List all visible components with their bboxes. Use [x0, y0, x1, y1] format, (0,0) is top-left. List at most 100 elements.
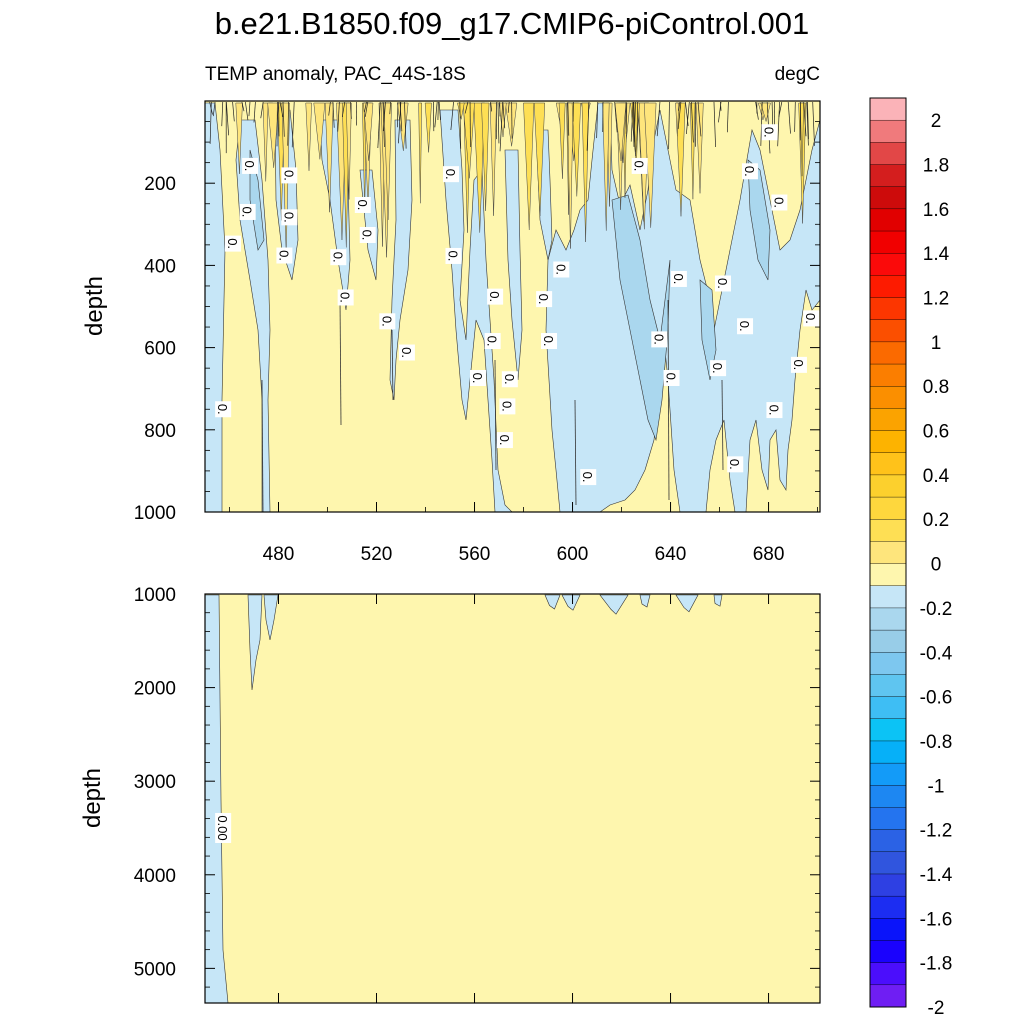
contour-label-box	[536, 291, 553, 308]
surface-contour-line	[778, 101, 783, 118]
contour-label-box	[501, 371, 518, 388]
contour-label: 0.	[501, 371, 518, 388]
lower-anomaly-field	[204, 594, 723, 1004]
positive-anomaly-streak	[695, 102, 704, 194]
surface-contour-line	[248, 101, 251, 117]
contour-label-text: 0.	[355, 200, 370, 211]
contour-label-box	[281, 209, 298, 226]
colorbar-swatch	[869, 186, 907, 210]
colorbar-label: -1.2	[920, 821, 953, 842]
surface-contour-line	[241, 101, 245, 112]
colorbar-swatch	[869, 319, 907, 343]
colorbar-swatch	[869, 652, 907, 675]
contour-label-text: 0.	[766, 405, 781, 416]
upper-x-tick-label: 640	[655, 544, 687, 565]
positive-anomaly-streak	[462, 102, 475, 179]
colorbar-swatch	[869, 607, 907, 631]
contour-label-text: 0.	[664, 373, 679, 384]
contour-label: 0.	[239, 203, 256, 220]
contour-label-text: 0.	[632, 161, 647, 172]
contour-label-text: 0.	[715, 278, 730, 289]
deep-contour-line	[339, 299, 342, 426]
colorbar-label: 2	[931, 111, 942, 132]
upper-y-tick-label: 400	[144, 256, 176, 277]
contour-label-box	[215, 401, 232, 418]
negative-anomaly-region	[504, 149, 523, 381]
positive-anomaly-streak	[418, 102, 422, 204]
colorbar: 2 1.8 1.6 1.4 1.2 1 0.8 0.6 0.4 0.2 0 -0.2 -0.4 -0.6 -…	[869, 97, 953, 1019]
surface-contour-line	[713, 101, 716, 148]
surface-contour-line	[341, 101, 346, 117]
lower-plot-frame	[204, 593, 821, 1004]
negative-anomaly-region	[561, 594, 581, 611]
contour-label-text: 0.	[710, 363, 725, 374]
positive-anomaly-streak	[760, 102, 771, 123]
lower-panel: 1000 2000 3000 4000 5000 0.00 depth	[79, 585, 821, 1004]
colorbar-swatch	[869, 164, 907, 188]
upper-x-tick-label: 520	[361, 544, 393, 565]
contour-label-box	[443, 166, 460, 183]
colorbar-label: -0.8	[920, 732, 953, 753]
surface-contour-line	[282, 101, 285, 137]
colorbar-label: 1.6	[923, 200, 949, 221]
surface-contour-line	[389, 101, 391, 115]
surface-contour-line	[221, 101, 224, 127]
contour-label-box	[215, 812, 232, 843]
upper-y-tick-label: 800	[144, 421, 176, 442]
contour-label: 0.	[651, 331, 668, 348]
colorbar-label: -1.8	[920, 954, 953, 975]
upper-x-tick-label: 600	[557, 544, 589, 565]
colorbar-swatch	[869, 740, 907, 764]
positive-anomaly-streak	[504, 102, 518, 147]
negative-anomaly-region	[713, 594, 723, 607]
contour-label-box	[737, 318, 754, 335]
positive-anomaly-streak	[800, 102, 804, 177]
surface-contour-line	[668, 101, 670, 150]
colorbar-swatch	[869, 386, 907, 409]
positive-anomaly-streak	[424, 102, 432, 153]
surface-contour-line	[291, 101, 295, 148]
contour-label-text: 0.	[771, 197, 786, 208]
surface-contour-line	[636, 101, 638, 141]
positive-anomaly-streak	[235, 102, 243, 174]
surface-contour-line	[677, 101, 682, 130]
units-subtitle: degC	[775, 64, 820, 85]
surface-contour-line	[727, 101, 729, 133]
deep-contour-line	[391, 329, 394, 401]
surface-contour-line	[226, 101, 229, 136]
contour-label-box	[741, 163, 758, 180]
contour-label-box	[631, 157, 648, 174]
colorbar-swatch	[869, 674, 907, 698]
surface-contour-line	[697, 101, 702, 137]
colorbar-swatch	[869, 940, 907, 964]
contour-label-box	[541, 333, 558, 350]
contour-label-text: 0.	[215, 404, 230, 415]
contour-label-box	[771, 194, 788, 211]
surface-contour-line	[404, 101, 407, 149]
colorbar-label: 0.6	[923, 422, 949, 443]
positive-anomaly-streak	[345, 102, 352, 200]
colorbar-swatch	[869, 785, 907, 808]
colorbar-swatch	[869, 984, 907, 1008]
colorbar-label: 0.8	[923, 377, 949, 398]
surface-contour-line	[633, 101, 636, 143]
upper-axis-ticks: 480 520 560 600 640 680 200 400 600 800 1000	[134, 121, 820, 565]
contour-label-text: 0.	[580, 472, 595, 483]
contour-label-text: 0.	[541, 336, 556, 347]
colorbar-label: 1.4	[923, 244, 950, 265]
contour-label: 0.	[215, 401, 232, 418]
contour-label-text: 0.	[762, 127, 777, 138]
contour-label-text: 0.	[553, 264, 568, 275]
contour-label-box	[224, 235, 241, 252]
positive-anomaly-streak	[313, 102, 326, 160]
contour-label-box	[663, 370, 680, 387]
contour-label-box	[580, 469, 597, 486]
contour-label-text: 0.	[791, 359, 806, 370]
deep-contour-line	[574, 399, 577, 506]
contour-label-box	[766, 402, 783, 419]
positive-anomaly-streak	[523, 102, 535, 231]
surface-contour-line	[806, 101, 809, 146]
contour-label-text: 0.	[360, 230, 375, 241]
positive-anomaly-streak	[489, 102, 497, 216]
contour-label: 0.	[379, 313, 396, 330]
